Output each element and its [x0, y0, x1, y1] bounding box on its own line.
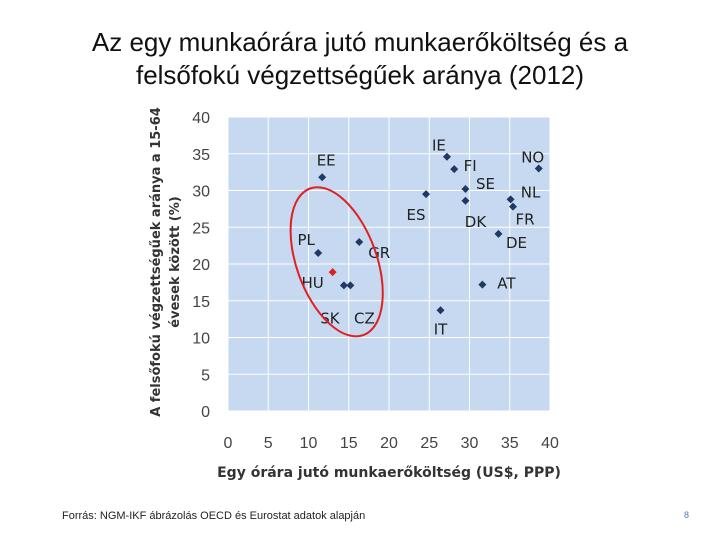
data-point-pl	[314, 248, 323, 257]
data-point-hu	[328, 268, 337, 277]
data-point-sk	[339, 281, 348, 290]
data-point-at	[478, 280, 487, 289]
x-tick-label: 30	[461, 435, 479, 452]
x-tick-label: 10	[300, 435, 318, 452]
title-line-2: felsőfokú végzettségűek aránya (2012)	[135, 60, 585, 90]
data-point-nl	[506, 195, 515, 204]
data-point-de	[494, 229, 503, 238]
point-label-hu: HU	[302, 274, 324, 292]
point-label-de: DE	[506, 234, 527, 252]
data-point-ie	[442, 152, 451, 161]
point-label-se: SE	[476, 175, 495, 193]
x-tick-label: 15	[340, 435, 358, 452]
y-tick-label: 0	[201, 404, 210, 421]
y-tick-label: 5	[201, 367, 210, 384]
slide-title: Az egy munkaórára jutó munkaerőköltség é…	[0, 26, 720, 92]
title-line-1: Az egy munkaórára jutó munkaerőköltség é…	[91, 27, 629, 57]
source-note: Forrás: NGM-IKF ábrázolás OECD és Eurost…	[62, 510, 366, 522]
point-label-ie: IE	[432, 137, 446, 155]
x-axis-ticks: 0 5 10 15 20 25 30 35 40	[224, 435, 559, 452]
point-label-fr: FR	[515, 211, 534, 229]
point-label-dk: DK	[465, 213, 488, 231]
data-point-fi	[450, 165, 459, 174]
point-label-at: AT	[497, 275, 516, 293]
point-label-ee: EE	[317, 151, 336, 169]
point-label-it: IT	[434, 320, 448, 338]
page-number: 8	[684, 510, 690, 520]
y-tick-label: 20	[192, 257, 210, 274]
data-point-es	[422, 190, 431, 199]
point-label-nl: NL	[521, 183, 541, 201]
y-tick-label: 15	[192, 294, 210, 311]
x-tick-label: 25	[420, 435, 438, 452]
data-point-fr	[508, 202, 517, 211]
point-label-no: NO	[521, 148, 544, 166]
data-point-dk	[461, 196, 470, 205]
y-axis-label-line-2: évesek között (%)	[168, 196, 183, 327]
y-tick-label: 10	[192, 331, 210, 348]
y-axis-label-line-1: A felsőfokú végzettségűek aránya a 15-64	[149, 107, 164, 417]
data-point-no	[534, 164, 543, 173]
point-label-gr: GR	[368, 244, 390, 262]
point-label-sk: SK	[320, 309, 341, 327]
point-label-fi: FI	[464, 157, 477, 175]
y-axis-ticks: 0 5 10 15 20 25 30 35 40	[192, 110, 210, 421]
data-point-se	[461, 185, 470, 194]
x-tick-label: 5	[264, 435, 273, 452]
data-point-it	[436, 306, 445, 315]
data-point-ee	[318, 173, 327, 182]
y-tick-label: 25	[192, 220, 210, 237]
y-tick-label: 35	[192, 147, 210, 164]
gridlines	[227, 116, 551, 412]
data-point-gr	[355, 237, 364, 246]
point-label-pl: PL	[297, 231, 315, 249]
x-tick-label: 40	[541, 435, 559, 452]
highlight-ellipse	[289, 186, 384, 338]
x-tick-label: 35	[501, 435, 519, 452]
y-tick-label: 40	[192, 110, 210, 127]
x-tick-label: 20	[380, 435, 398, 452]
x-tick-label: 0	[224, 435, 233, 452]
x-axis-label: Egy órára jutó munkaerőköltség (US$, PPP…	[217, 465, 561, 481]
point-label-es: ES	[407, 206, 426, 224]
y-tick-label: 30	[192, 184, 210, 201]
point-label-cz: CZ	[354, 309, 375, 327]
data-point-cz	[346, 281, 355, 290]
